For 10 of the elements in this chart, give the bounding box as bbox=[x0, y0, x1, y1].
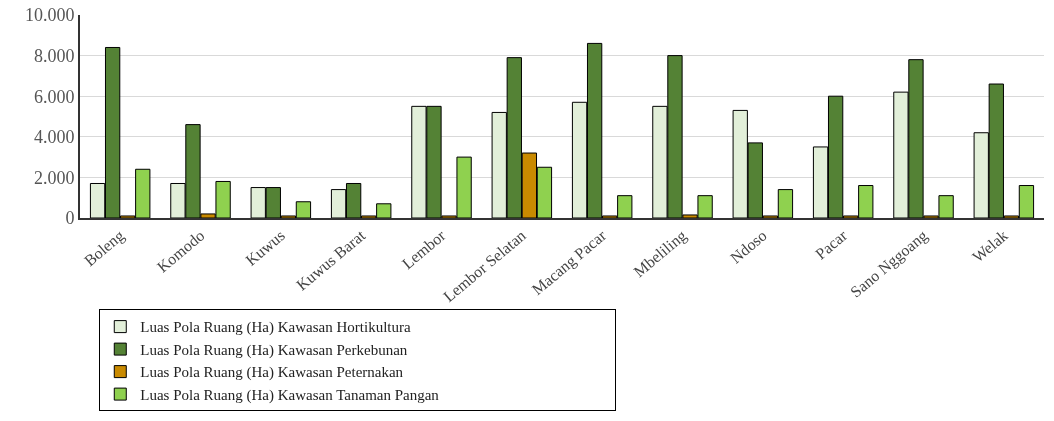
legend-label: Luas Pola Ruang (Ha) Kawasan Peternakan bbox=[140, 364, 404, 382]
legend-label: Luas Pola Ruang (Ha) Kawasan Tanaman Pangan bbox=[140, 386, 440, 404]
y-tick-label: 4.000 bbox=[33, 127, 75, 148]
y-tick-label: 2.000 bbox=[33, 167, 75, 188]
y-tick-label: 6.000 bbox=[33, 86, 75, 107]
legend-label: Luas Pola Ruang (Ha) Kawasan Hortikultura bbox=[140, 319, 411, 337]
y-tick-label: 0 bbox=[65, 208, 75, 229]
y-tick-label: 8.000 bbox=[33, 45, 75, 66]
legend-label: Luas Pola Ruang (Ha) Kawasan Perkebunan bbox=[140, 341, 408, 359]
y-tick-label: 10.000 bbox=[24, 5, 75, 26]
